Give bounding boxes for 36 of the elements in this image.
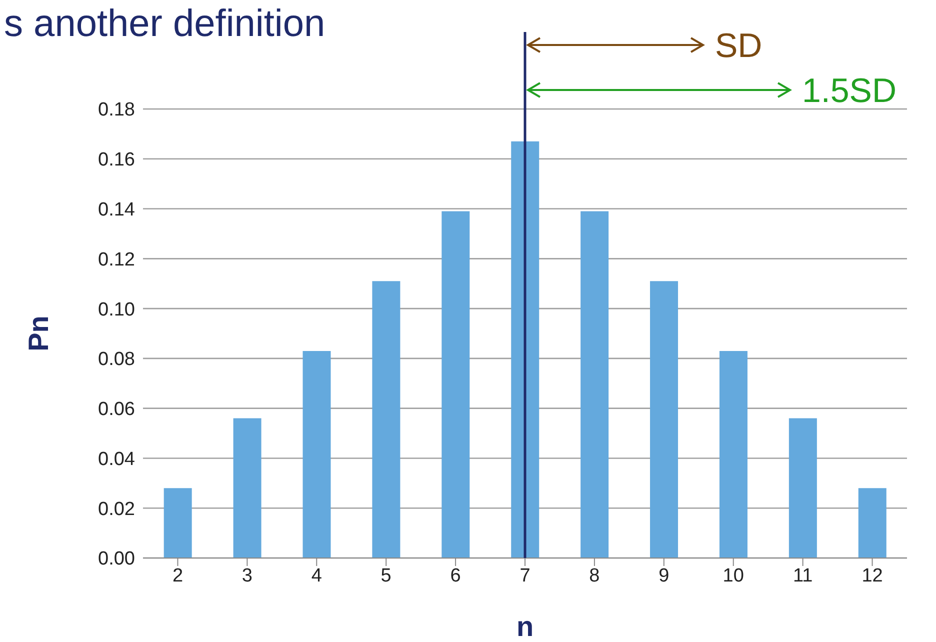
x-tick-label: 11: [792, 565, 813, 586]
bar: [442, 211, 470, 558]
x-tick-label: 4: [311, 565, 322, 586]
x-tick-label: 3: [242, 565, 252, 586]
y-axis-title: Pn: [23, 316, 54, 352]
x-tick-label: 7: [520, 565, 530, 586]
x-axis-title: n: [516, 611, 534, 642]
y-tick-label: 0.14: [98, 200, 136, 221]
y-tick-label: 0.16: [98, 150, 135, 171]
bar: [164, 488, 192, 558]
x-tick-label: 12: [862, 565, 883, 586]
y-tick-label: 0.12: [98, 249, 135, 270]
y-tick-label: 0.06: [98, 399, 135, 420]
x-tick-label: 8: [589, 565, 600, 586]
text: SD: [715, 27, 762, 65]
x-tick-label: 5: [380, 565, 392, 586]
bar: [372, 281, 400, 558]
bar: [719, 350, 748, 558]
y-tick-label: 0.04: [98, 448, 136, 470]
x-tick-label: 9: [658, 565, 670, 586]
bar: [302, 350, 331, 558]
y-tick-label: 0.18: [98, 100, 135, 121]
y-tick-label: 0.10: [98, 299, 135, 320]
bar: [233, 418, 262, 558]
y-tick-label: 0.00: [98, 548, 135, 570]
y-tick-label: 0.02: [98, 498, 135, 520]
x-tick-label: 6: [450, 565, 461, 586]
bar: [858, 488, 886, 558]
x-tick-label: 10: [722, 565, 744, 586]
bar: [788, 418, 817, 558]
annotation: 1.5SD: [802, 72, 896, 110]
bar: [650, 281, 678, 558]
chart-title: s another definition: [4, 3, 326, 45]
bar: [580, 211, 609, 558]
x-tick-label: 2: [172, 565, 184, 586]
y-tick-label: 0.08: [98, 349, 135, 370]
